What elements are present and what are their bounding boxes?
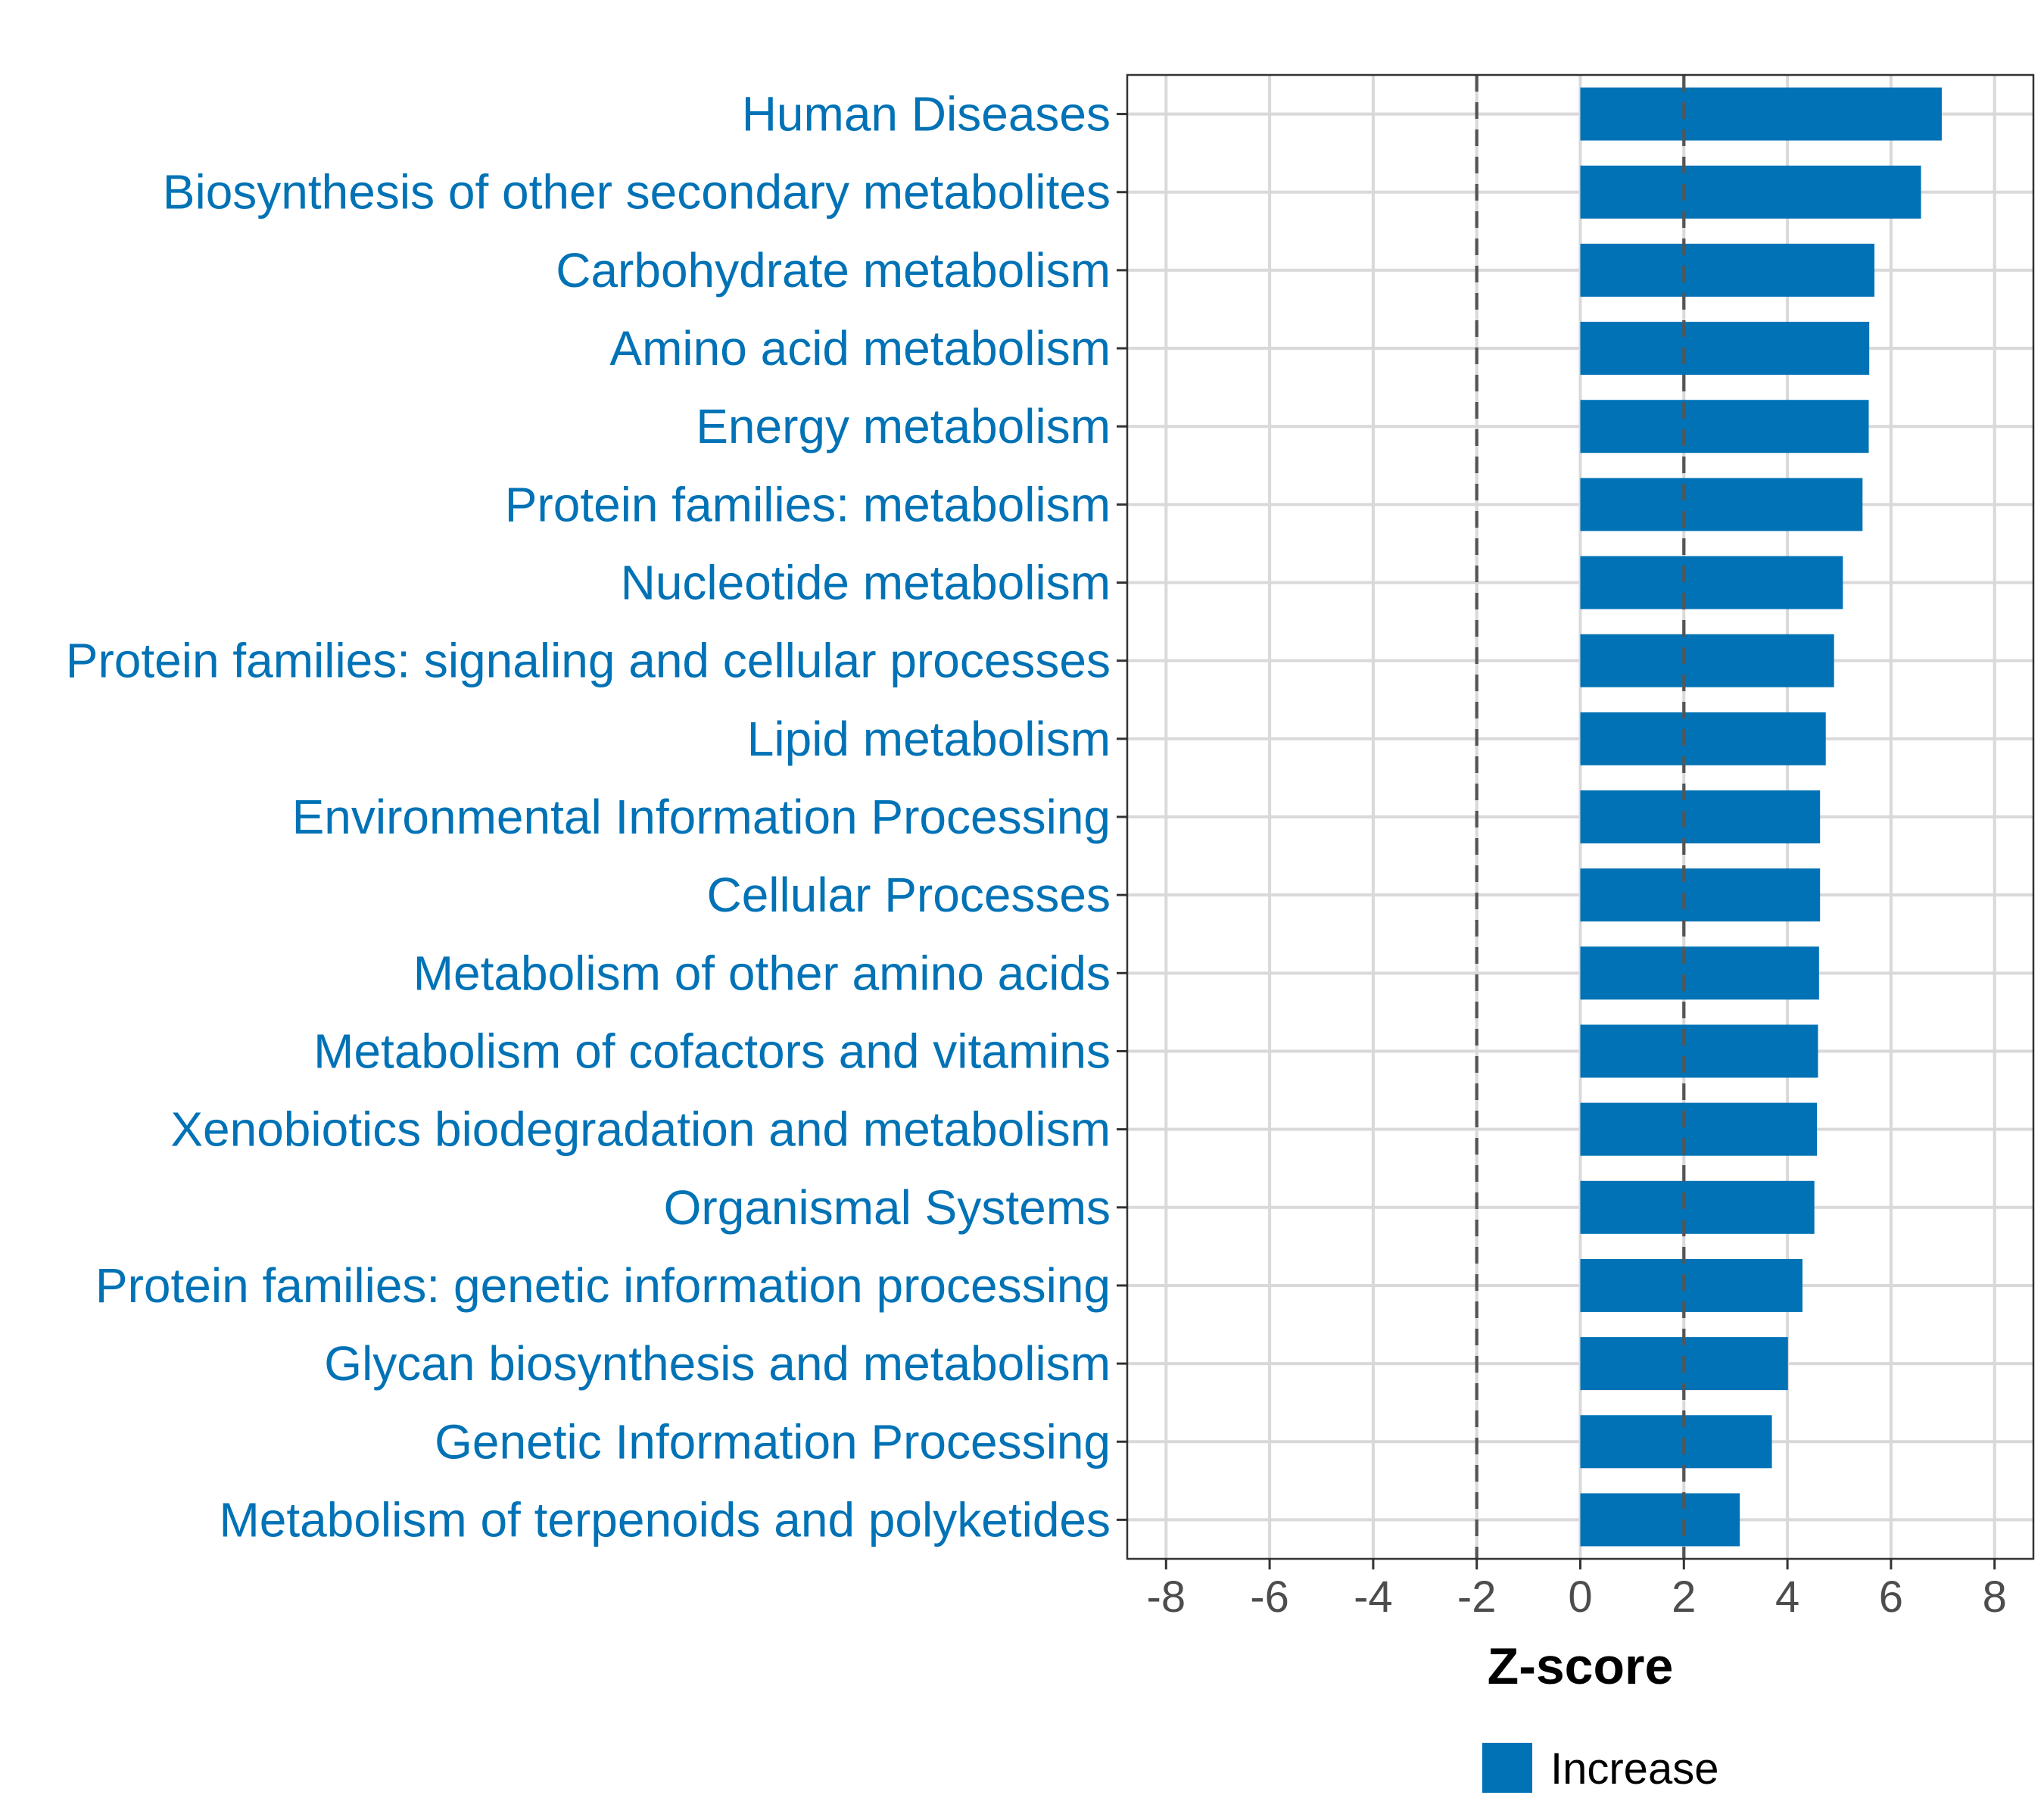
bar-12 [1580,1024,1818,1078]
bar-14 [1580,1180,1815,1234]
category-label-6: Nucleotide metabolism [621,556,1111,610]
x-tick-label-2: -4 [1354,1572,1393,1622]
category-label-8: Lipid metabolism [747,712,1111,766]
x-axis-title: Z-score [1488,1638,1674,1695]
bar-15 [1580,1258,1803,1312]
legend-key-increase [1482,1743,1532,1793]
bar-2 [1580,243,1875,297]
legend: Increase [1482,1743,1718,1794]
bar-7 [1580,634,1834,687]
category-label-2: Carbohydrate metabolism [556,243,1111,298]
bar-4 [1580,400,1869,453]
category-label-13: Xenobiotics biodegradation and metabolis… [170,1102,1111,1157]
category-label-17: Genetic Information Processing [435,1414,1111,1469]
bar-5 [1580,478,1863,531]
x-tick-label-6: 4 [1775,1572,1799,1622]
bar-1 [1580,165,1921,219]
bar-6 [1580,556,1843,609]
category-label-12: Metabolism of cofactors and vitamins [313,1024,1111,1078]
x-tick-label-0: -8 [1147,1572,1186,1622]
bar-10 [1580,868,1821,922]
category-label-14: Organismal Systems [664,1180,1111,1235]
category-label-11: Metabolism of other amino acids [413,946,1111,1000]
category-label-0: Human Diseases [742,87,1111,142]
x-axis-ticks: -8 -6 -4 -2 0 2 4 6 8 [1147,1559,2007,1622]
category-label-5: Protein families: metabolism [505,477,1111,531]
x-tick-label-1: -6 [1250,1572,1289,1622]
bar-13 [1580,1102,1818,1156]
x-tick-label-7: 6 [1879,1572,1903,1622]
bar-9 [1580,790,1821,843]
x-tick-label-4: 0 [1568,1572,1592,1622]
bar-8 [1580,712,1826,765]
bar-3 [1580,322,1870,376]
category-label-10: Cellular Processes [706,868,1111,922]
category-label-7: Protein families: signaling and cellular… [66,634,1111,688]
category-label-4: Energy metabolism [696,399,1111,453]
bars [1475,75,1942,1559]
category-label-18: Metabolism of terpenoids and polyketides [219,1492,1111,1547]
category-label-9: Environmental Information Processing [292,790,1111,844]
x-tick-label-3: -2 [1457,1572,1497,1622]
bar-17 [1580,1415,1772,1469]
x-tick-label-8: 8 [1983,1572,2007,1622]
legend-label-increase: Increase [1550,1744,1718,1794]
category-label-1: Biosynthesis of other secondary metaboli… [163,165,1111,220]
bar-11 [1580,946,1819,1000]
category-label-3: Amino acid metabolism [609,321,1111,376]
category-labels: Human Diseases Biosynthesis of other seco… [66,87,1111,1547]
category-label-16: Glycan biosynthesis and metabolism [324,1336,1111,1391]
x-tick-label-5: 2 [1672,1572,1696,1622]
y-axis-ticks [1117,113,1127,1521]
bar-18 [1580,1493,1740,1547]
bar-0 [1580,87,1942,141]
category-label-15: Protein families: genetic information pr… [95,1258,1111,1313]
